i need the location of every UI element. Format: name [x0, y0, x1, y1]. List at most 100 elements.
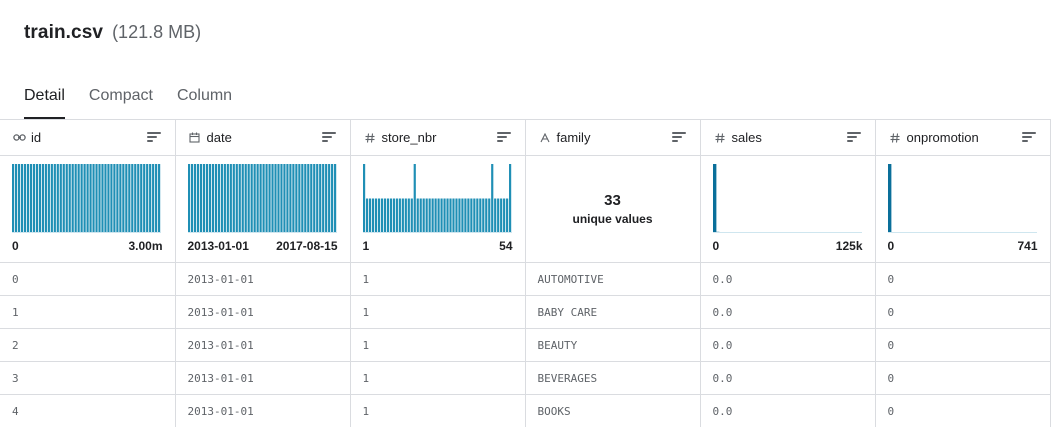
histogram-bar[interactable] [196, 164, 199, 233]
histogram-bar[interactable] [158, 164, 161, 233]
histogram-bar[interactable] [229, 164, 232, 233]
histogram-bar[interactable] [217, 164, 220, 233]
histogram-bar[interactable] [362, 164, 365, 233]
histogram-bar[interactable] [80, 164, 83, 233]
histogram-bar[interactable] [267, 164, 271, 233]
histogram-bar[interactable] [508, 164, 511, 233]
histogram-bar[interactable] [401, 198, 404, 234]
histogram-bar[interactable] [202, 164, 205, 233]
table-cell-onpromotion[interactable]: 0 [875, 262, 1051, 296]
histogram-bar[interactable] [463, 198, 466, 234]
histogram-bar[interactable] [152, 164, 155, 233]
histogram-bar[interactable] [155, 164, 158, 233]
histogram-bar[interactable] [460, 198, 464, 234]
histogram-bar[interactable] [41, 164, 44, 233]
histogram-bar[interactable] [279, 164, 283, 233]
histogram-bar[interactable] [416, 198, 419, 234]
histogram-bar[interactable] [244, 164, 247, 233]
histogram-bar[interactable] [20, 164, 24, 233]
histogram-bar[interactable] [98, 164, 101, 233]
histogram-bar[interactable] [288, 164, 291, 233]
table-cell-id[interactable]: 4 [0, 394, 176, 427]
histogram-bar[interactable] [276, 164, 280, 233]
histogram-bar[interactable] [499, 198, 502, 234]
histogram-bar[interactable] [119, 164, 122, 233]
table-cell-date[interactable]: 2013-01-01 [175, 361, 351, 395]
histogram-bar[interactable] [262, 164, 265, 233]
histogram-bar[interactable] [270, 164, 274, 233]
histogram-bar[interactable] [208, 164, 211, 233]
histogram-bar[interactable] [312, 164, 315, 233]
histogram-bar[interactable] [392, 198, 395, 234]
sort-icon[interactable] [1021, 132, 1036, 143]
histogram-bar[interactable] [68, 164, 71, 233]
histogram-bar[interactable] [14, 164, 18, 233]
table-cell-onpromotion[interactable]: 0 [875, 328, 1051, 362]
histogram-bar[interactable] [226, 164, 229, 233]
histogram-bar[interactable] [143, 164, 146, 233]
histogram-bar[interactable] [318, 164, 321, 233]
histogram-bar[interactable] [149, 164, 152, 233]
histogram-bar[interactable] [419, 198, 422, 234]
histogram-bar[interactable] [50, 164, 53, 233]
histogram-bar[interactable] [190, 164, 193, 233]
histogram-bar[interactable] [77, 164, 80, 233]
histogram-bar[interactable] [291, 164, 294, 233]
histogram-bar[interactable] [235, 164, 238, 233]
histogram-bar[interactable] [35, 164, 39, 233]
histogram-bar[interactable] [32, 164, 36, 233]
histogram-bar[interactable] [294, 164, 297, 233]
histogram-bar[interactable] [407, 198, 410, 234]
table-cell-onpromotion[interactable]: 0 [875, 394, 1051, 427]
histogram-chart[interactable] [187, 164, 337, 233]
histogram-bar[interactable] [300, 164, 303, 233]
histogram-bar[interactable] [303, 164, 306, 233]
column-header-sales[interactable]: sales [700, 120, 876, 156]
column-header-store-nbr[interactable]: store_nbr [350, 120, 526, 156]
sort-icon[interactable] [671, 132, 686, 143]
histogram-bar[interactable] [56, 164, 59, 233]
histogram-bar[interactable] [457, 198, 461, 234]
histogram-bar[interactable] [333, 164, 336, 233]
histogram-bar[interactable] [116, 164, 119, 233]
histogram-bar[interactable] [437, 198, 440, 234]
histogram-bar[interactable] [220, 164, 223, 233]
histogram-bar[interactable] [211, 164, 214, 233]
histogram-bar[interactable] [223, 164, 226, 233]
histogram-bar[interactable] [250, 164, 253, 233]
histogram-bar[interactable] [380, 198, 383, 234]
histogram-bar[interactable] [47, 164, 50, 233]
histogram-bar[interactable] [442, 198, 446, 234]
table-cell-sales[interactable]: 0.0 [700, 394, 876, 427]
histogram-bar[interactable] [140, 164, 143, 233]
histogram-bar[interactable] [445, 198, 449, 234]
table-cell-family[interactable]: BABY CARE [525, 295, 701, 329]
histogram-bar[interactable] [398, 198, 401, 234]
histogram-bar[interactable] [306, 164, 309, 233]
tab-column[interactable]: Column [176, 87, 233, 104]
histogram-bar[interactable] [368, 198, 371, 234]
histogram-bar[interactable] [17, 164, 21, 233]
histogram-bar[interactable] [371, 198, 374, 234]
table-cell-sales[interactable]: 0.0 [700, 262, 876, 296]
histogram-bar[interactable] [273, 164, 277, 233]
histogram-bar[interactable] [712, 164, 716, 233]
histogram-bar[interactable] [125, 164, 128, 233]
table-cell-sales[interactable]: 0.0 [700, 295, 876, 329]
histogram-bar[interactable] [324, 164, 327, 233]
histogram-bar[interactable] [26, 164, 30, 233]
histogram-bar[interactable] [451, 198, 455, 234]
histogram-bar[interactable] [122, 164, 125, 233]
histogram-bar[interactable] [321, 164, 324, 233]
table-cell-family[interactable]: BEVERAGES [525, 361, 701, 395]
table-cell-id[interactable]: 2 [0, 328, 176, 362]
histogram-bar[interactable] [484, 198, 487, 234]
table-cell-sales[interactable]: 0.0 [700, 361, 876, 395]
histogram-bar[interactable] [241, 164, 244, 233]
histogram-bar[interactable] [386, 198, 389, 234]
histogram-bar[interactable] [101, 164, 104, 233]
histogram-bar[interactable] [493, 198, 496, 234]
histogram-bar[interactable] [53, 164, 56, 233]
histogram-bar[interactable] [107, 164, 110, 233]
histogram-bar[interactable] [285, 164, 289, 233]
